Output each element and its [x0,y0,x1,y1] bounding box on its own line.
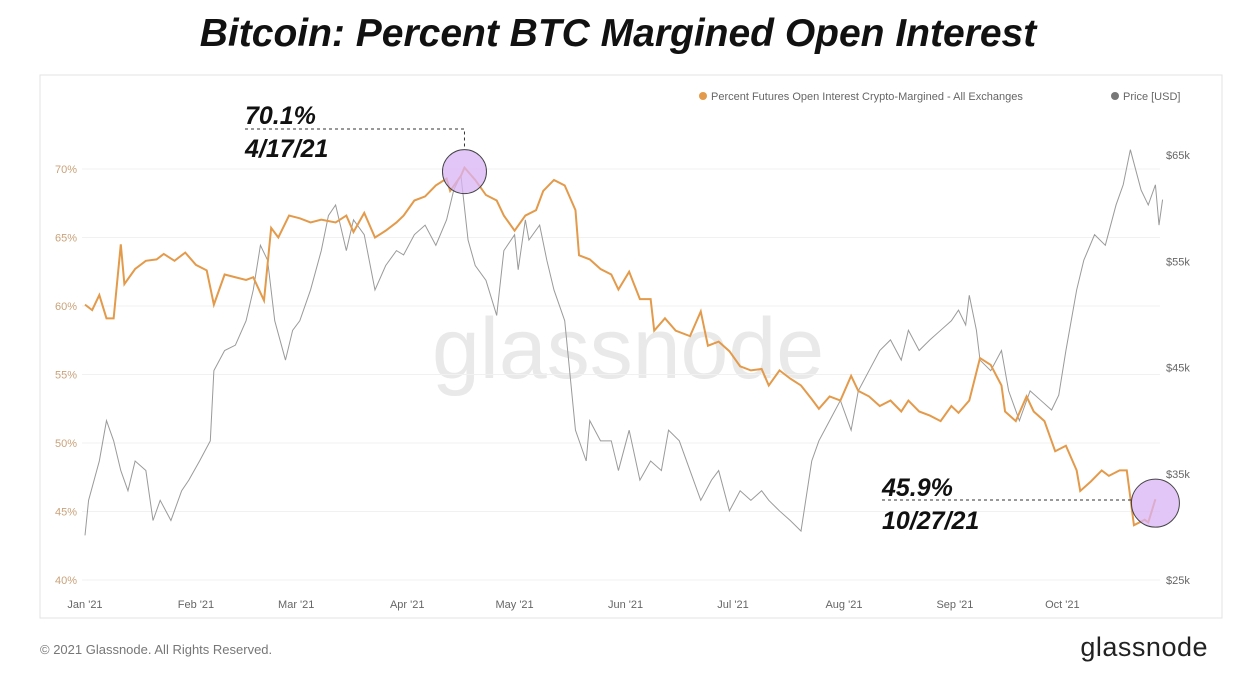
highlight-circle [441,149,487,195]
y-right-tick-label: $35k [1166,469,1190,481]
highlight-circle [1130,478,1180,528]
y-left-tick-label: 45% [55,507,77,519]
y-left-tick-label: 50% [55,438,77,450]
y-right-tick-label: $25k [1166,575,1190,587]
annotation-date: 10/27/21 [882,507,979,535]
legend-dot-percent [699,92,707,100]
x-tick-label: Jun '21 [608,599,643,611]
x-tick-label: Jan '21 [67,599,102,611]
y-left-tick-label: 40% [55,575,77,587]
annotation-date: 4/17/21 [244,135,328,163]
annotation-leader-line [245,128,465,150]
y-left-tick-label: 55% [55,370,77,382]
x-tick-label: Jul '21 [717,599,748,611]
watermark: glassnode [432,301,824,397]
y-left-tick-label: 70% [55,164,77,176]
chart-title: Bitcoin: Percent BTC Margined Open Inter… [199,12,1037,55]
x-tick-label: May '21 [496,599,534,611]
y-right-tick-label: $65k [1166,150,1190,162]
y-left-tick-label: 60% [55,301,77,313]
x-tick-label: Aug '21 [825,599,862,611]
percent-series-line [84,165,1157,527]
x-tick-label: Feb '21 [178,599,214,611]
legend-dot-price [1111,92,1119,100]
y-right-tick-label: $55k [1166,256,1190,268]
x-tick-label: Oct '21 [1045,599,1080,611]
chart-frame [39,74,1223,619]
copyright-footer: © 2021 Glassnode. All Rights Reserved. [40,642,273,657]
x-tick-label: Sep '21 [936,599,973,611]
y-left-tick-label: 65% [55,233,77,245]
annotation-value: 45.9% [881,474,953,502]
legend-label-percent: Percent Futures Open Interest Crypto-Mar… [711,91,1023,103]
annotation-value: 70.1% [245,102,316,130]
legend-label-price: Price [USD] [1123,91,1180,103]
y-right-tick-label: $45k [1166,363,1190,375]
glassnode-logo: glassnode [1080,632,1208,662]
x-tick-label: Apr '21 [390,599,425,611]
price-series-line [84,149,1164,536]
x-tick-label: Mar '21 [278,599,314,611]
